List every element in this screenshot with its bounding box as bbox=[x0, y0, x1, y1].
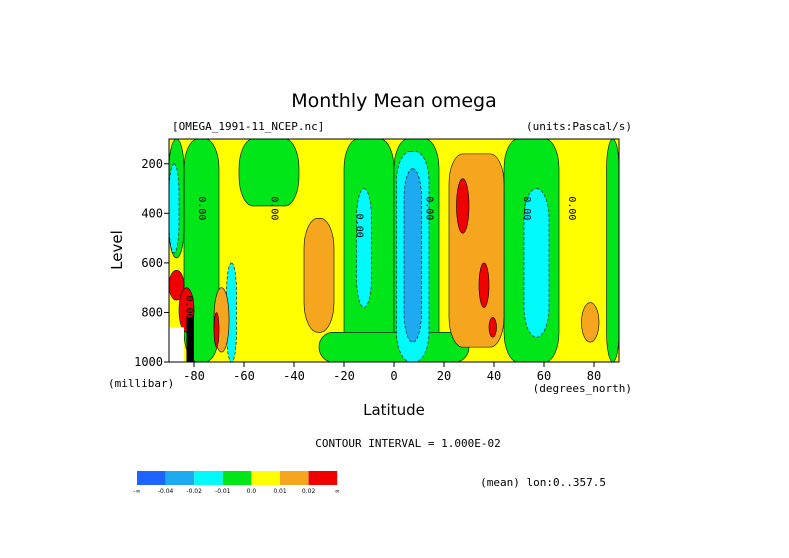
contour-region-red bbox=[478, 262, 490, 308]
colorbar: -∞ -0.04 -0.02 -0.01 0.0 0.01 0.02 ∞ bbox=[133, 471, 340, 495]
contour-region-red bbox=[488, 317, 497, 338]
colorbar-label: 0.02 bbox=[302, 488, 316, 495]
colorbar-label: -0.01 bbox=[215, 488, 231, 495]
x-axis: -80 -60 -40 -20 0 20 40 60 80 bbox=[183, 362, 601, 383]
mean-longitude-note: (mean) lon:0..357.5 bbox=[480, 476, 606, 489]
contour-region-green bbox=[606, 139, 619, 362]
colorbar-label: ∞ bbox=[335, 488, 340, 495]
contour-label: 0.00 bbox=[566, 196, 577, 220]
x-unit-label: (degrees_north) bbox=[533, 382, 632, 395]
file-label: [OMEGA_1991-11_NCEP.nc] bbox=[172, 120, 324, 133]
y-tick-label: 1000 bbox=[134, 355, 163, 369]
x-tick-label: 40 bbox=[487, 369, 501, 383]
y-tick-label: 200 bbox=[141, 157, 163, 171]
colorbar-label: 0.01 bbox=[273, 488, 287, 495]
contour-region-cyan bbox=[169, 163, 180, 254]
y-tick-label: 600 bbox=[141, 256, 163, 270]
contour-label: 0.00 bbox=[354, 214, 365, 238]
contour-region-orange bbox=[303, 217, 335, 333]
contour-region-green bbox=[318, 331, 470, 362]
colorbar-label: -0.04 bbox=[158, 488, 174, 495]
colorbar-swatch bbox=[194, 471, 223, 485]
y-axis: 200 400 600 800 1000 bbox=[134, 157, 169, 369]
contour-region-red bbox=[169, 270, 185, 301]
y-axis-label: Level bbox=[108, 230, 126, 270]
colorbar-swatch bbox=[308, 471, 338, 485]
contour-label: 0.00 bbox=[424, 196, 435, 220]
contour-label: 0.00 bbox=[184, 295, 195, 319]
x-tick-label: 80 bbox=[587, 369, 601, 383]
contour-region-red bbox=[456, 178, 470, 234]
units-label: (units:Pascal/s) bbox=[526, 120, 632, 133]
contour-label: 0.00 bbox=[269, 196, 280, 220]
colorbar-swatch bbox=[165, 471, 195, 485]
y-unit-label: (millibar) bbox=[108, 377, 174, 390]
chart-title: Monthly Mean omega bbox=[291, 90, 496, 112]
colorbar-swatch bbox=[222, 471, 252, 485]
x-tick-label: -80 bbox=[183, 369, 205, 383]
x-tick-label: -60 bbox=[233, 369, 255, 383]
colorbar-swatch bbox=[280, 471, 309, 485]
contour-interval-label: CONTOUR INTERVAL = 1.000E-02 bbox=[315, 437, 500, 450]
x-tick-label: 0 bbox=[390, 369, 397, 383]
colorbar-swatch bbox=[137, 471, 166, 485]
contour-label: 0.00 bbox=[196, 196, 207, 220]
contour-label-layer: 0.00 0.00 0.00 0.00 0.00 0.00 0.00 bbox=[184, 196, 578, 319]
contour-region-green bbox=[238, 139, 300, 207]
x-tick-label: -40 bbox=[283, 369, 305, 383]
contour-region-orange bbox=[581, 302, 600, 343]
contour-fill-layer bbox=[169, 139, 619, 362]
contour-label: 0.00 bbox=[521, 196, 532, 220]
y-tick-label: 800 bbox=[141, 305, 163, 319]
contour-region-red bbox=[213, 312, 220, 348]
colorbar-swatch bbox=[251, 471, 280, 485]
x-tick-label: -20 bbox=[333, 369, 355, 383]
colorbar-label: 0.0 bbox=[247, 488, 257, 495]
x-tick-label: 60 bbox=[537, 369, 551, 383]
contour-region-blue bbox=[403, 168, 422, 343]
y-tick-label: 400 bbox=[141, 206, 163, 220]
dense-contour-patch bbox=[186, 317, 194, 362]
x-axis-label: Latitude bbox=[363, 401, 425, 419]
contour-region-orange bbox=[448, 153, 505, 348]
below-ground-mask bbox=[169, 327, 184, 362]
colorbar-label: -0.02 bbox=[186, 488, 202, 495]
x-tick-label: 20 bbox=[437, 369, 451, 383]
colorbar-label: -∞ bbox=[133, 488, 140, 495]
contour-region-cyan bbox=[523, 188, 550, 338]
contour-region-cyan bbox=[356, 188, 372, 308]
